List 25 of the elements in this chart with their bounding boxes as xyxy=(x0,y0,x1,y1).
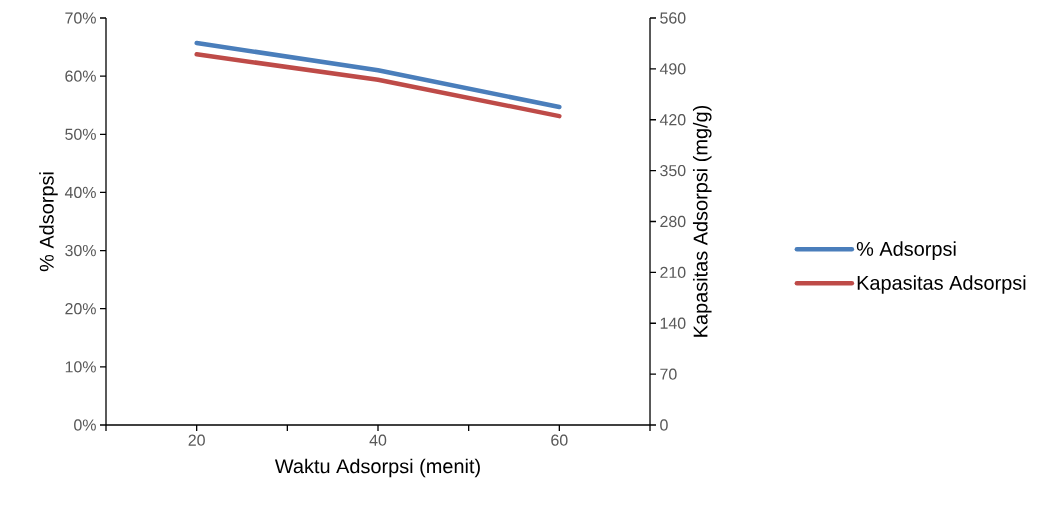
y-tick-label: 60% xyxy=(65,70,96,82)
y2-tick-label: 280 xyxy=(660,215,686,228)
y2-tick-label: 350 xyxy=(660,164,686,177)
y2-tick-label: 140 xyxy=(660,317,686,329)
x-tick-label: 20 xyxy=(188,434,205,446)
legend-label: % Adsorpsi xyxy=(856,241,956,260)
y2-tick-label: 0 xyxy=(660,419,668,431)
y-tick-label: 50% xyxy=(65,128,96,140)
y-tick-label: 70% xyxy=(65,12,96,24)
y2-tick-label: 70 xyxy=(660,368,677,380)
y2-axis-title: Kapasitas Adsorpsi (mg/g) xyxy=(692,105,712,337)
y-tick-label: 30% xyxy=(65,244,96,257)
y2-tick-label: 420 xyxy=(659,114,686,126)
y-tick-label: 40% xyxy=(64,186,96,199)
y2-tick-label: 210 xyxy=(660,266,686,279)
y-tick-label: 10% xyxy=(65,361,96,373)
x-tick-label: 40 xyxy=(369,434,387,446)
y-axis-title: % Adsorpsi xyxy=(39,172,58,272)
y2-tick-label: 560 xyxy=(660,12,686,24)
y2-tick-label: 490 xyxy=(659,63,686,75)
x-tick-label: 60 xyxy=(551,434,568,446)
x-axis-title: Waktu Adsorpsi (menit) xyxy=(274,458,480,478)
legend-label: Kapasitas Adsorpsi xyxy=(857,275,1026,294)
y-tick-label: 20% xyxy=(65,303,96,315)
y-tick-label: 0% xyxy=(74,419,96,431)
